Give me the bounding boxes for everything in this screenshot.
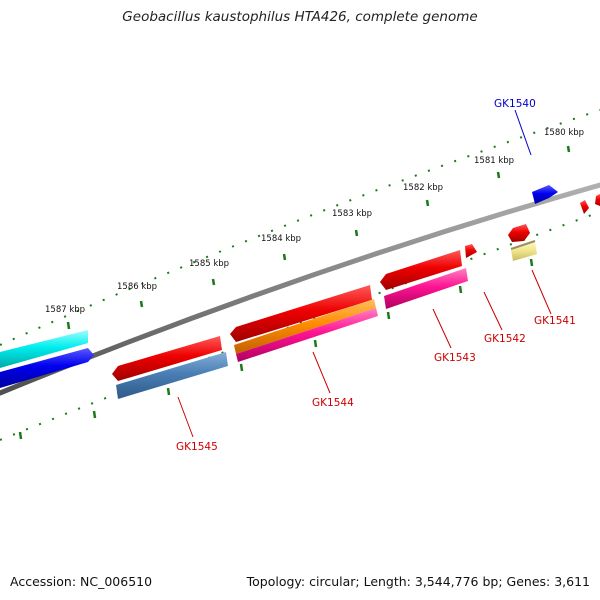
- kbp-label-1581: 1581 kbp: [474, 156, 514, 166]
- feature-bar-khaki-gk1541[interactable]: [511, 242, 537, 261]
- kbp-label-1587: 1587 kbp: [45, 305, 85, 315]
- map-title: Geobacillus kaustophilus HTA426, complet…: [122, 9, 478, 25]
- feature-bar-khaki-edge: [510, 240, 536, 250]
- gene-arrow-blue-left[interactable]: [0, 348, 94, 388]
- feature-bar-pink-gk1544[interactable]: [236, 308, 378, 362]
- kbp-label-1582: 1582 kbp: [403, 183, 443, 193]
- outer-major-ticks: [66, 145, 571, 330]
- gene-label-gk1541[interactable]: GK1541: [534, 315, 576, 327]
- gene-arrow-gk1544-red[interactable]: [230, 285, 372, 342]
- gene-leader-lines: [177, 109, 552, 438]
- kbp-label-1585: 1585 kbp: [189, 259, 229, 269]
- gene-label-gk1542[interactable]: GK1542: [484, 333, 526, 345]
- gene-arrow-cyan[interactable]: [0, 330, 88, 368]
- genome-summary-text: Topology: circular; Length: 3,544,776 bp…: [246, 574, 590, 589]
- gene-arrow-right-red-1[interactable]: [580, 200, 589, 214]
- gene-label-gk1543[interactable]: GK1543: [434, 352, 476, 364]
- gene-label-gk1545[interactable]: GK1545: [176, 441, 218, 453]
- feature-bar-steelblue[interactable]: [116, 352, 228, 399]
- kbp-label-1583: 1583 kbp: [332, 209, 372, 219]
- gene-label-gk1544[interactable]: GK1544: [312, 397, 354, 409]
- feature-bar-orange[interactable]: [234, 299, 376, 354]
- genome-backbone: [0, 182, 600, 396]
- kbp-label-1584: 1584 kbp: [261, 234, 301, 244]
- kbp-label-1580: 1580 kbp: [544, 128, 584, 138]
- gene-arrow-gk1543-red[interactable]: [380, 250, 462, 290]
- accession-text: Accession: NC_006510: [10, 574, 153, 589]
- gene-arrow-gk1542-red[interactable]: [465, 244, 477, 258]
- gene-arrow-gk1541-red[interactable]: [508, 224, 530, 242]
- feature-bar-pink-gk1543[interactable]: [384, 268, 468, 309]
- gene-arrow-right-red-2[interactable]: [595, 194, 600, 206]
- inner-tick-ruler: [0, 211, 600, 441]
- gene-arrow-gk1540-blue[interactable]: [532, 185, 558, 204]
- kbp-label-1586: 1586 kbp: [117, 282, 157, 292]
- gene-arrow-gk1545-red[interactable]: [112, 336, 222, 381]
- gene-label-gk1540[interactable]: GK1540: [494, 98, 536, 110]
- inner-major-ticks: [18, 258, 534, 440]
